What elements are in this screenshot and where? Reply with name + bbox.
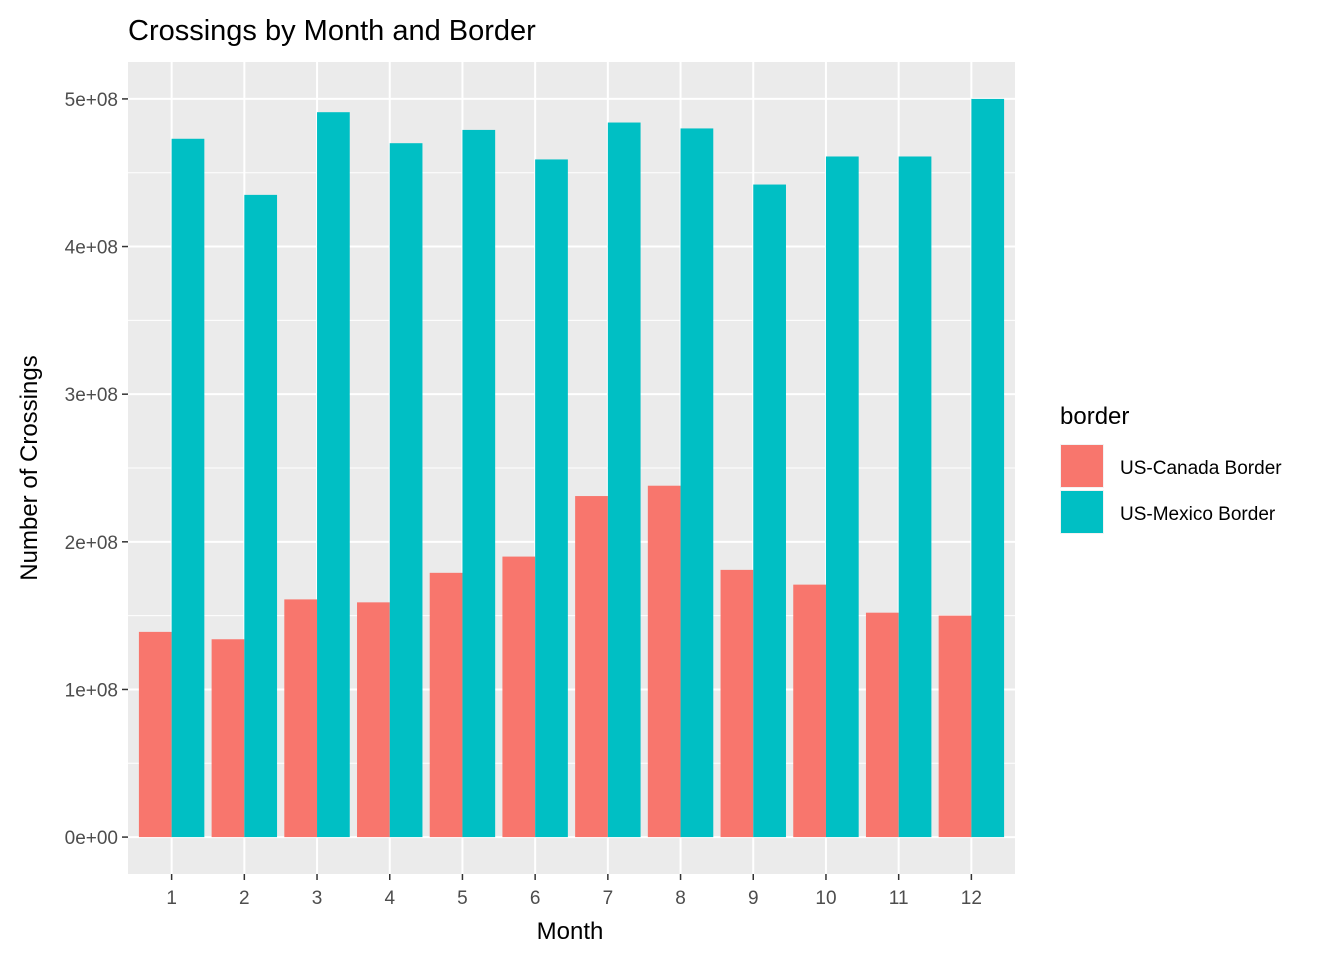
x-tick-label: 2 (239, 888, 250, 909)
chart-title: Crossings by Month and Border (128, 15, 536, 47)
x-tick-label: 10 (815, 888, 836, 909)
bar-us-canada-border-month-1 (138, 631, 172, 838)
x-tick-label: 1 (166, 888, 177, 909)
bar-us-canada-border-month-2 (211, 639, 245, 838)
bar-us-canada-border-month-5 (429, 572, 463, 838)
y-axis-title: Number of Crossings (16, 355, 43, 580)
legend: border US-Canada Border US-Mexico Border (1060, 403, 1282, 534)
bar-us-canada-border-month-9 (720, 569, 754, 838)
x-tick-label: 8 (675, 888, 686, 909)
legend-label: US-Mexico Border (1120, 504, 1276, 525)
x-tick-label: 4 (384, 888, 395, 909)
bar-us-mexico-border-month-9 (753, 184, 786, 838)
x-tick-label: 5 (457, 888, 468, 909)
bar-us-canada-border-month-10 (793, 584, 826, 838)
bar-us-mexico-border-month-6 (535, 159, 568, 838)
legend-label: US-Canada Border (1120, 458, 1282, 479)
y-tick-label: 0e+00 (65, 828, 118, 849)
bar-us-canada-border-month-3 (284, 599, 318, 838)
legend-swatch (1061, 491, 1103, 533)
bar-us-canada-border-month-6 (502, 556, 536, 838)
x-tick-label: 6 (530, 888, 541, 909)
x-tick-label: 3 (312, 888, 323, 909)
x-axis: 1 2 3 4 5 6 7 8 9 10 11 12 (166, 874, 982, 909)
y-axis: 0e+00 1e+08 2e+08 3e+08 4e+08 5e+08 (65, 90, 128, 849)
y-tick-label: 3e+08 (65, 385, 118, 406)
x-tick-label: 9 (748, 888, 759, 909)
legend-swatch (1061, 445, 1103, 487)
bar-us-mexico-border-month-10 (825, 156, 859, 838)
bar-us-mexico-border-month-7 (607, 122, 641, 838)
bar-us-canada-border-month-8 (647, 485, 681, 838)
x-axis-title: Month (537, 918, 604, 945)
bar-us-canada-border-month-12 (938, 615, 972, 838)
bar-us-mexico-border-month-8 (680, 128, 714, 838)
x-tick-label: 7 (603, 888, 614, 909)
x-tick-label: 11 (889, 888, 909, 909)
bar-us-mexico-border-month-2 (244, 194, 278, 838)
bar-us-mexico-border-month-5 (462, 129, 496, 838)
y-tick-label: 2e+08 (65, 533, 118, 554)
y-tick-label: 1e+08 (65, 680, 118, 701)
legend-title: border (1060, 403, 1129, 430)
bar-us-canada-border-month-11 (865, 612, 899, 838)
bars (138, 98, 1005, 838)
bar-us-mexico-border-month-11 (898, 156, 932, 838)
y-tick-label: 4e+08 (65, 238, 118, 259)
x-tick-label: 12 (961, 888, 982, 909)
bar-us-canada-border-month-4 (357, 602, 390, 838)
y-tick-label: 5e+08 (65, 90, 118, 111)
bar-us-mexico-border-month-1 (171, 138, 205, 838)
bar-us-mexico-border-month-4 (389, 143, 423, 838)
bar-us-canada-border-month-7 (575, 496, 608, 838)
bar-us-mexico-border-month-12 (971, 98, 1005, 838)
bar-us-mexico-border-month-3 (317, 112, 350, 838)
